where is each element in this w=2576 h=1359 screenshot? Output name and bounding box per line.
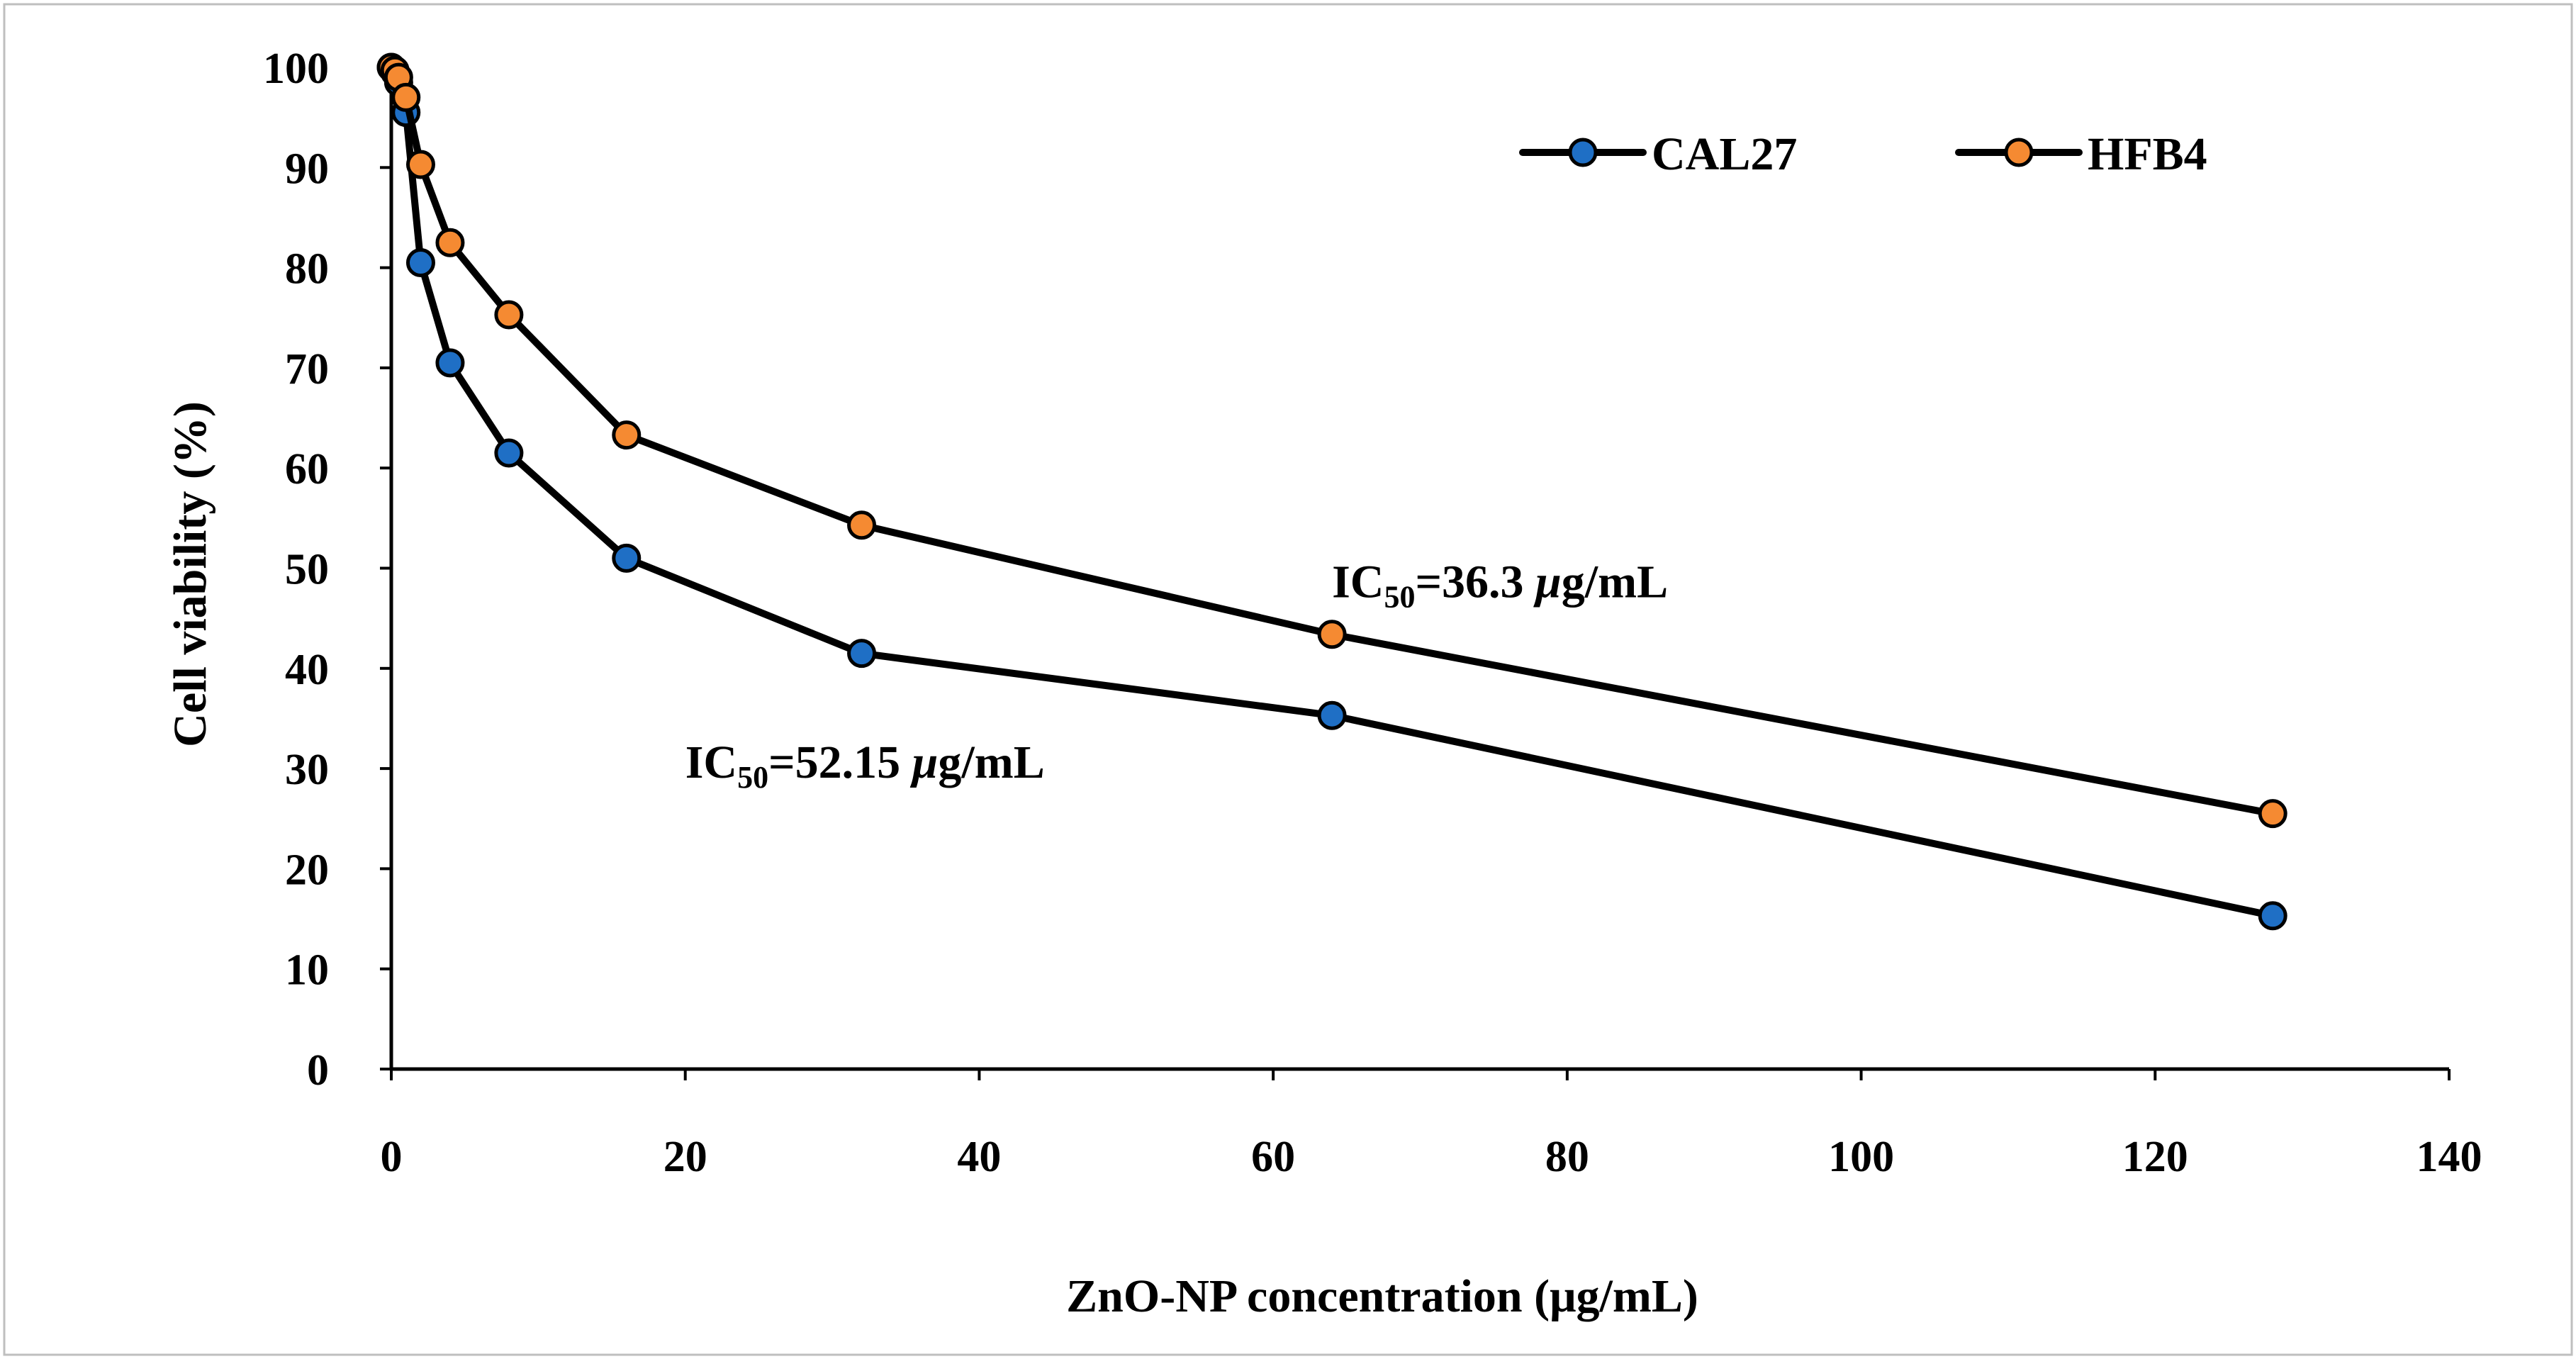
x-tick-label: 20 [663,1133,707,1181]
legend-marker [2004,138,2034,167]
axes: 0 10 20 30 40 50 60 70 80 90 100 0 20 40 60 80 100 120 140 [263,45,2482,1181]
x-tick-label: 100 [1828,1133,1894,1181]
y-axis-label: Cell viability (%) [164,401,216,747]
legend-item-hfb4: HFB4 [1955,128,2207,180]
series-layer [376,52,2287,931]
annotation-value: =52.15 [768,737,912,788]
data-point [847,510,877,540]
annotation-unit-mu: μ [910,737,939,788]
annotation-unit-rest: g/mL [1562,557,1668,608]
y-tick-label: 70 [285,345,329,393]
legend-item-cal27: CAL27 [1519,128,1797,180]
x-tick-label: 40 [957,1133,1001,1181]
y-tick-label: 30 [285,746,329,794]
chart-frame [3,3,2573,1356]
legend-label: HFB4 [2088,128,2207,180]
data-point [2258,799,2287,829]
annotation-unit-mu: μ [1533,557,1562,608]
data-point [391,82,421,112]
data-point [1317,620,1347,649]
data-point [494,438,524,468]
annotation-value: =36.3 [1415,557,1535,608]
y-tick-label: 0 [307,1046,329,1095]
legend-marker [1568,138,1598,167]
x-tick-label: 0 [381,1133,403,1181]
annotation-prefix: IC [1332,557,1384,608]
y-tick-label: 50 [285,546,329,594]
x-tick-label: 140 [2417,1133,2482,1181]
annotation-sub: 50 [737,760,768,795]
data-point [435,348,465,378]
x-axis-label: ZnO-NP concentration (μg/mL) [1066,1270,1698,1322]
x-tick-label: 80 [1545,1133,1589,1181]
y-tick-label: 60 [285,445,329,493]
x-tick-label: 60 [1251,1133,1295,1181]
data-point [405,150,435,179]
ic50-annotation: IC50=52.15 μg/mL [685,737,1045,795]
data-point [612,420,642,450]
legend: CAL27 HFB4 [1519,128,2207,180]
annotation-sub: 50 [1384,580,1415,615]
y-tick-label: 40 [285,646,329,694]
y-tick-label: 90 [285,145,329,193]
annotation-prefix: IC [685,737,737,788]
legend-label: CAL27 [1652,128,1797,180]
data-point [612,543,642,573]
data-point [2258,901,2287,931]
x-tick-label: 120 [2122,1133,2188,1181]
y-tick-label: 20 [285,846,329,894]
data-point [405,248,435,278]
data-point [847,639,877,669]
series-hfb4 [376,52,2287,829]
y-tick-label: 10 [285,946,329,995]
data-point [494,300,524,330]
annotation-unit-rest: g/mL [938,737,1044,788]
y-tick-label: 100 [263,45,329,93]
ic50-annotation: IC50=36.3 μg/mL [1332,557,1668,615]
data-point [1317,700,1347,730]
data-point [435,228,465,257]
y-tick-label: 80 [285,245,329,293]
